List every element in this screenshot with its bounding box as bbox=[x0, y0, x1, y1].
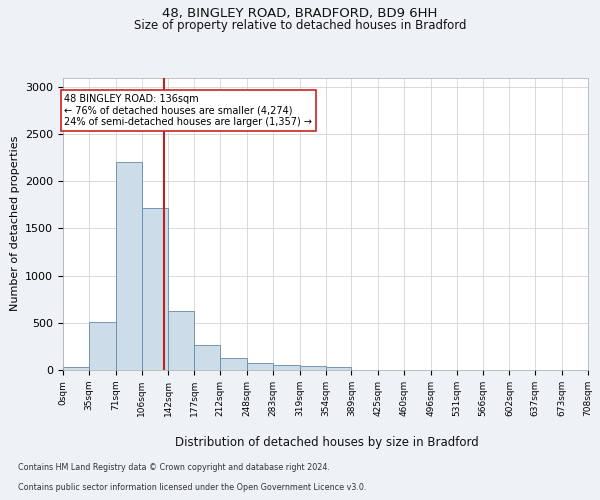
Bar bbox=[168, 310, 194, 370]
Text: Contains public sector information licensed under the Open Government Licence v3: Contains public sector information licen… bbox=[18, 484, 367, 492]
Text: Distribution of detached houses by size in Bradford: Distribution of detached houses by size … bbox=[175, 436, 479, 449]
Y-axis label: Number of detached properties: Number of detached properties bbox=[10, 136, 20, 312]
Bar bbox=[247, 363, 273, 370]
Bar bbox=[116, 162, 142, 370]
Bar bbox=[89, 322, 116, 370]
Bar bbox=[63, 367, 89, 370]
Bar bbox=[220, 358, 247, 370]
Text: 48, BINGLEY ROAD, BRADFORD, BD9 6HH: 48, BINGLEY ROAD, BRADFORD, BD9 6HH bbox=[163, 8, 437, 20]
Text: Size of property relative to detached houses in Bradford: Size of property relative to detached ho… bbox=[134, 19, 466, 32]
Bar bbox=[299, 366, 325, 370]
Text: 48 BINGLEY ROAD: 136sqm
← 76% of detached houses are smaller (4,274)
24% of semi: 48 BINGLEY ROAD: 136sqm ← 76% of detache… bbox=[64, 94, 313, 126]
Bar bbox=[325, 367, 352, 370]
Text: Contains HM Land Registry data © Crown copyright and database right 2024.: Contains HM Land Registry data © Crown c… bbox=[18, 464, 330, 472]
Bar bbox=[142, 208, 168, 370]
Bar bbox=[273, 366, 299, 370]
Bar bbox=[194, 346, 220, 370]
